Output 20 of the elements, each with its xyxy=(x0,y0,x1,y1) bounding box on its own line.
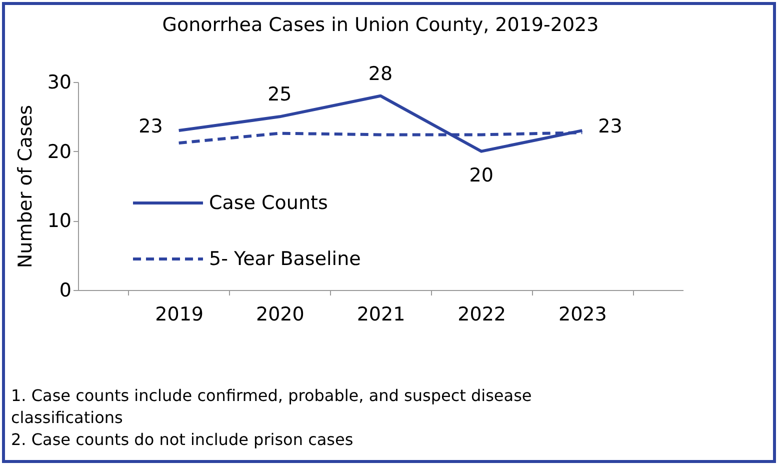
x-tick-label: 2022 xyxy=(458,304,506,326)
text: 2. Case counts do not include prison cases xyxy=(11,429,354,451)
y-tick-label: 20 xyxy=(47,140,72,163)
chart-title: Gonorrhea Cases in Union County, 2019-2023 xyxy=(162,14,599,36)
data-label: 25 xyxy=(268,84,292,106)
y-axis-title: Number of Cases xyxy=(14,104,36,268)
x-tick-label: 2020 xyxy=(256,304,304,326)
y-tick-label: 30 xyxy=(47,72,72,94)
data-label: 23 xyxy=(138,116,163,138)
x-tick-label: 2019 xyxy=(155,304,204,326)
legend-label: 5- Year Baseline xyxy=(209,248,361,270)
data-label: 20 xyxy=(469,164,494,186)
data-label: 23 xyxy=(598,116,622,138)
x-tick-label: 2021 xyxy=(356,304,406,326)
x-tick-label: 2023 xyxy=(558,304,607,326)
legend-label: Case Counts xyxy=(209,192,328,214)
y-tick-label: 10 xyxy=(47,210,72,232)
data-label: 28 xyxy=(368,62,393,85)
text: 1. Case counts include confirmed, probable, and suspect disease classifications xyxy=(11,385,533,429)
y-tick-label: 0 xyxy=(59,280,72,302)
